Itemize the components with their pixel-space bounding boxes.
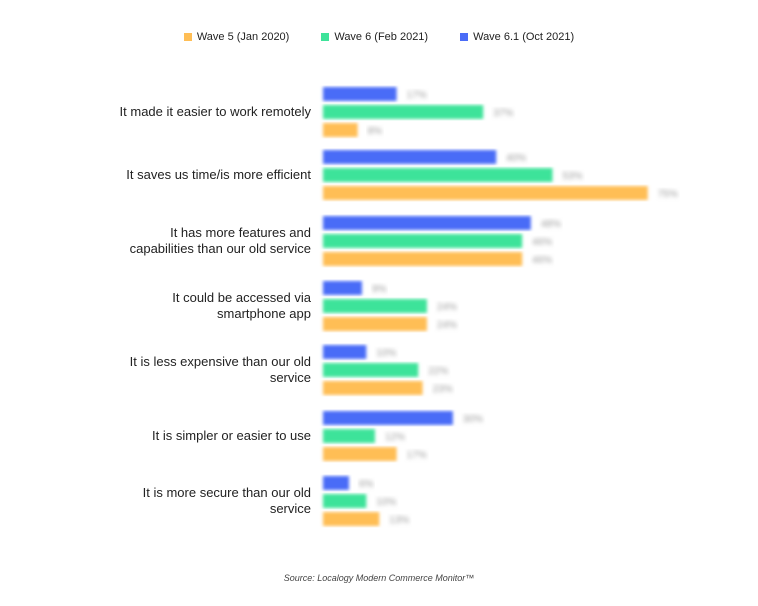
bar bbox=[323, 281, 362, 295]
data-label: 17% bbox=[407, 450, 427, 461]
bar bbox=[323, 476, 349, 490]
bar bbox=[323, 87, 397, 101]
bar bbox=[323, 512, 380, 526]
legend-label: Wave 6 (Feb 2021) bbox=[334, 31, 429, 43]
data-label: 10% bbox=[376, 497, 396, 508]
bar bbox=[323, 105, 484, 119]
bar bbox=[323, 252, 523, 266]
bar bbox=[323, 317, 427, 331]
category-label: It made it easier to work remotely bbox=[119, 104, 311, 119]
data-label: 8% bbox=[368, 126, 383, 137]
data-label: 22% bbox=[428, 366, 448, 377]
bar bbox=[323, 186, 648, 200]
bar bbox=[323, 234, 523, 248]
data-label: 13% bbox=[389, 515, 409, 526]
bar bbox=[323, 381, 423, 395]
legend: Wave 5 (Jan 2020) Wave 6 (Feb 2021) Wave 6… bbox=[0, 31, 758, 43]
legend-swatch bbox=[321, 33, 330, 41]
data-label: 17% bbox=[407, 90, 427, 101]
bar bbox=[323, 345, 367, 359]
data-label: 9% bbox=[372, 284, 387, 295]
legend-label: Wave 6.1 (Oct 2021) bbox=[473, 31, 575, 43]
legend-item: Wave 5 (Jan 2020) bbox=[183, 31, 290, 43]
data-label: 37% bbox=[493, 108, 513, 119]
data-label: 48% bbox=[541, 219, 561, 230]
category-label: It is simpler or easier to use bbox=[152, 428, 311, 443]
data-label: 23% bbox=[433, 384, 453, 395]
data-label: 30% bbox=[463, 414, 483, 425]
category-label: It could be accessed via smartphone app bbox=[172, 290, 311, 321]
data-label: 6% bbox=[359, 479, 374, 490]
bar bbox=[323, 123, 358, 137]
data-label: 40% bbox=[506, 153, 526, 164]
bar bbox=[323, 447, 397, 461]
bar bbox=[323, 299, 427, 313]
data-label: 46% bbox=[532, 237, 552, 248]
legend-label: Wave 5 (Jan 2020) bbox=[196, 31, 290, 43]
data-label: 75% bbox=[658, 189, 678, 200]
legend-swatch bbox=[460, 33, 469, 41]
legend-item: Wave 6 (Feb 2021) bbox=[321, 31, 428, 43]
category-label: It is more secure than our old service bbox=[142, 485, 311, 516]
data-label: 24% bbox=[437, 302, 457, 313]
data-label: 53% bbox=[562, 171, 582, 182]
bar bbox=[323, 429, 375, 443]
data-label: 10% bbox=[376, 348, 396, 359]
legend-item: Wave 6.1 (Oct 2021) bbox=[460, 31, 574, 43]
bar bbox=[323, 411, 453, 425]
legend-swatch bbox=[183, 33, 192, 41]
bar bbox=[323, 150, 497, 164]
data-label: 46% bbox=[532, 255, 552, 266]
category-label: It saves us time/is more efficient bbox=[126, 167, 311, 182]
category-label: It is less expensive than our old servic… bbox=[129, 354, 311, 385]
category-label: It has more features and capabilities th… bbox=[129, 225, 311, 256]
bar bbox=[323, 216, 531, 230]
data-label: 12% bbox=[385, 432, 405, 443]
bar bbox=[323, 168, 553, 182]
source-note: Source: Localogy Modern Commerce Monitor… bbox=[283, 573, 475, 583]
bar bbox=[323, 494, 367, 508]
data-label: 24% bbox=[437, 320, 457, 331]
bar bbox=[323, 363, 419, 377]
